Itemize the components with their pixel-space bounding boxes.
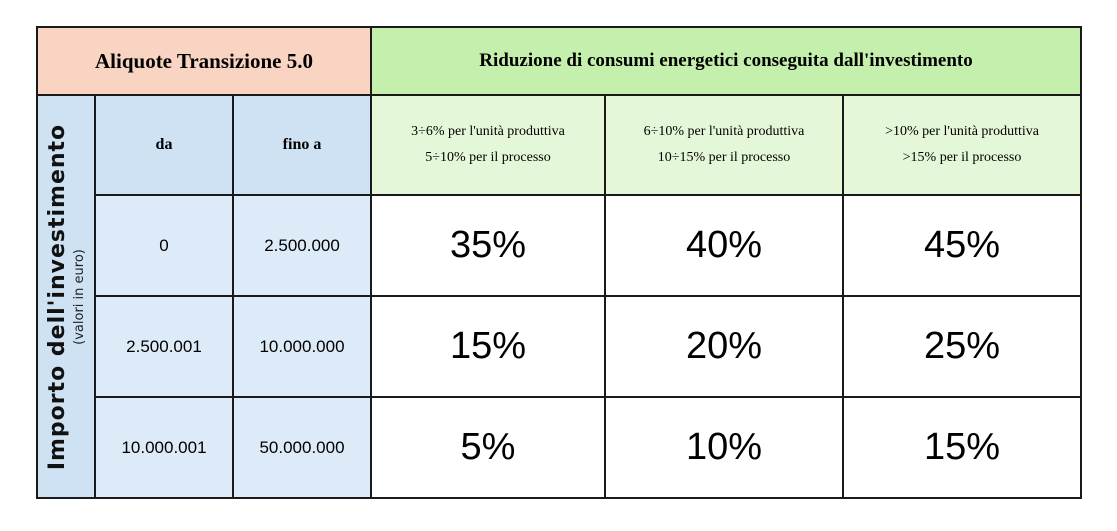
level-header-3-line1: >10% per l'unità produttiva <box>885 124 1039 139</box>
range-from-header: da <box>94 94 234 196</box>
level-header-1: 3÷6% per l'unità produttiva 5÷10% per il… <box>370 94 607 196</box>
rate-cell: 15% <box>370 295 607 398</box>
aliquote-table: Aliquote Transizione 5.0 Riduzione di co… <box>35 26 1083 499</box>
level-header-2-line2: 10÷15% per il processo <box>657 150 791 165</box>
level-header-2-line1: 6÷10% per l'unità produttiva <box>643 124 805 139</box>
table-row: 0 2.500.000 35% 40% 45% <box>37 194 1083 297</box>
rate-cell: 20% <box>604 295 845 398</box>
header-row-sub: Importo dell'investimento (valori in eur… <box>36 94 1083 499</box>
rate-cell: 45% <box>842 194 1083 297</box>
rate-cell: 35% <box>370 194 607 297</box>
importo-side-label: Importo dell'investimento (valori in eur… <box>36 94 96 499</box>
level-header-1-line1: 3÷6% per l'unità produttiva <box>411 124 565 139</box>
table-row: 2.500.001 10.000.000 15% 20% 25% <box>37 295 1083 398</box>
range-to-cell: 2.500.000 <box>231 194 373 297</box>
level-header-3-line2: >15% per il processo <box>902 150 1022 165</box>
rate-cell: 5% <box>370 396 607 499</box>
range-from-cell: 10.000.001 <box>94 396 234 499</box>
rate-cell: 40% <box>604 194 845 297</box>
range-from-cell: 0 <box>94 194 234 297</box>
rate-cell: 10% <box>604 396 845 499</box>
range-to-cell: 10.000.000 <box>231 295 373 398</box>
level-header-3: >10% per l'unità produttiva >15% per il … <box>842 94 1083 196</box>
importo-unit-label: (valori in euro) <box>72 248 87 345</box>
aliquote-header: Aliquote Transizione 5.0 <box>35 26 373 96</box>
range-from-cell: 2.500.001 <box>94 295 234 398</box>
riduzione-header: Riduzione di consumi energetici consegui… <box>370 26 1083 96</box>
level-header-1-line2: 5÷10% per il processo <box>425 150 551 165</box>
rate-cell: 15% <box>842 396 1083 499</box>
rate-cell: 25% <box>842 295 1083 398</box>
level-header-2: 6÷10% per l'unità produttiva 10÷15% per … <box>604 94 845 196</box>
range-to-cell: 50.000.000 <box>231 396 373 499</box>
range-to-header: fino a <box>231 94 373 196</box>
transizione-table-container: Aliquote Transizione 5.0 Riduzione di co… <box>35 26 1083 499</box>
header-row-top: Aliquote Transizione 5.0 Riduzione di co… <box>35 26 1083 96</box>
importo-label: Importo dell'investimento <box>45 123 70 470</box>
table-row: 10.000.001 50.000.000 5% 10% 15% <box>37 396 1083 499</box>
